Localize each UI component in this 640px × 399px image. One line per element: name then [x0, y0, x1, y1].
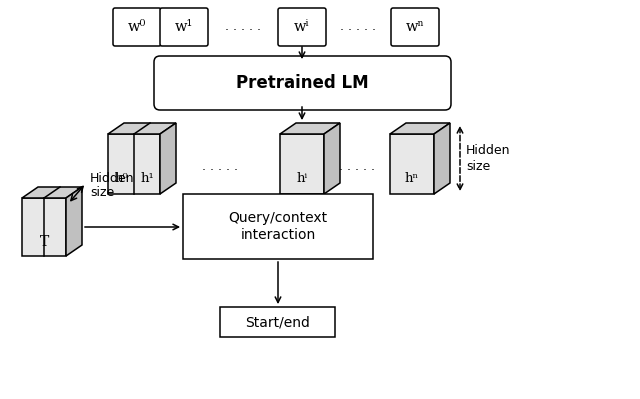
Polygon shape: [280, 123, 340, 134]
FancyBboxPatch shape: [183, 194, 373, 259]
FancyBboxPatch shape: [154, 56, 451, 110]
Polygon shape: [324, 123, 340, 194]
Polygon shape: [22, 198, 66, 256]
Polygon shape: [390, 123, 450, 134]
Polygon shape: [66, 187, 82, 256]
Text: h⁰: h⁰: [114, 172, 128, 184]
Polygon shape: [108, 134, 160, 194]
Text: . . . . .: . . . . .: [339, 160, 375, 172]
Polygon shape: [390, 134, 434, 194]
FancyBboxPatch shape: [220, 307, 335, 337]
Text: wⁿ: wⁿ: [406, 20, 424, 34]
Polygon shape: [22, 187, 82, 198]
Text: h¹: h¹: [140, 172, 154, 184]
Text: Hidden
size: Hidden size: [466, 144, 511, 172]
Polygon shape: [108, 123, 176, 134]
Text: wⁱ: wⁱ: [294, 20, 310, 34]
FancyBboxPatch shape: [391, 8, 439, 46]
Text: Hidden
size: Hidden size: [90, 172, 134, 200]
Text: w¹: w¹: [175, 20, 193, 34]
Polygon shape: [160, 123, 176, 194]
Polygon shape: [280, 134, 324, 194]
Text: . . . . .: . . . . .: [340, 20, 376, 34]
Text: . . . . .: . . . . .: [202, 160, 238, 172]
FancyBboxPatch shape: [113, 8, 161, 46]
FancyBboxPatch shape: [278, 8, 326, 46]
Text: Query/context
interaction: Query/context interaction: [228, 211, 328, 242]
Text: Pretrained LM: Pretrained LM: [236, 74, 369, 92]
Text: w⁰: w⁰: [128, 20, 146, 34]
Text: T: T: [40, 235, 49, 249]
Text: hⁿ: hⁿ: [405, 172, 419, 184]
Polygon shape: [434, 123, 450, 194]
FancyBboxPatch shape: [160, 8, 208, 46]
Text: hⁱ: hⁱ: [296, 172, 308, 184]
Text: . . . . .: . . . . .: [225, 20, 261, 34]
Text: Start/end: Start/end: [245, 315, 310, 329]
